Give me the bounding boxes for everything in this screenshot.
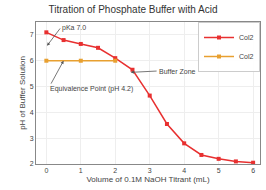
svg-text:Col2: Col2 <box>239 34 254 41</box>
svg-text:Col2: Col2 <box>239 53 254 60</box>
svg-text:6: 6 <box>30 57 34 64</box>
svg-text:3: 3 <box>30 135 34 142</box>
svg-text:5: 5 <box>217 167 221 174</box>
svg-text:4: 4 <box>30 109 34 116</box>
svg-text:pKa 7.0: pKa 7.0 <box>62 24 86 32</box>
svg-text:Buffer Zone: Buffer Zone <box>159 68 196 75</box>
svg-text:2: 2 <box>113 167 117 174</box>
svg-text:3: 3 <box>148 167 152 174</box>
svg-text:0: 0 <box>44 167 48 174</box>
svg-text:Volume of 0.1M NaOH Titrant (m: Volume of 0.1M NaOH Titrant (mL) <box>86 175 209 184</box>
svg-text:Equivalence Point (pH 4.2): Equivalence Point (pH 4.2) <box>50 85 133 93</box>
svg-text:Titration of Phosphate Buffer: Titration of Phosphate Buffer with Acid <box>49 4 218 15</box>
svg-text:2: 2 <box>30 160 34 167</box>
svg-text:1: 1 <box>79 167 83 174</box>
svg-text:6: 6 <box>251 167 255 174</box>
svg-text:5: 5 <box>30 83 34 90</box>
svg-text:7: 7 <box>30 31 34 38</box>
svg-text:pH of Buffer Solution: pH of Buffer Solution <box>18 56 27 130</box>
svg-text:4: 4 <box>182 167 186 174</box>
